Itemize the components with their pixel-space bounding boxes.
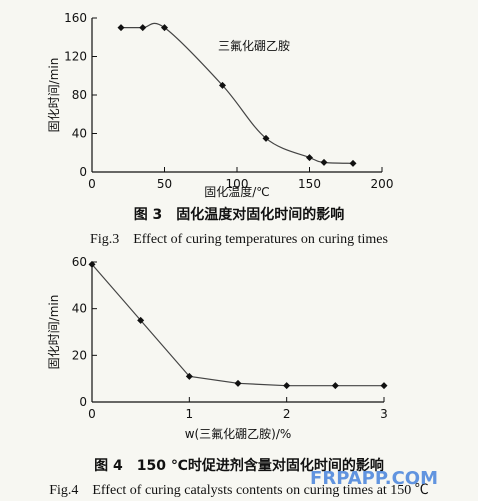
fig3-data-point <box>349 159 357 167</box>
fig3-series-label: 三氟化硼乙胺 <box>218 39 290 53</box>
fig3-caption-cn: 图 3 固化温度对固化时间的影响 <box>133 207 345 223</box>
fig3-y-tick-label: 120 <box>64 50 87 64</box>
fig3-data-point <box>320 158 328 166</box>
fig3-y-tick-label: 40 <box>72 127 87 141</box>
fig3-x-tick-label: 150 <box>298 177 321 191</box>
fig4-x-axis-label: w(三氟化硼乙胺)/% <box>185 427 292 441</box>
fig4-x-tick-label: 1 <box>186 407 194 421</box>
fig4-data-point <box>283 382 291 390</box>
fig3-x-tick-label: 50 <box>157 177 172 191</box>
fig3-y-axis-label: 固化时间/min <box>47 58 61 133</box>
fig4-data-point <box>88 260 96 268</box>
fig4-data-point <box>185 372 193 380</box>
fig4-data-point <box>234 379 242 387</box>
watermark: FRPAPP.COM <box>310 468 438 489</box>
fig3-x-tick-label: 0 <box>88 177 96 191</box>
fig4-y-tick-label: 20 <box>72 348 87 362</box>
fig4-caption-en: Fig.4 Effect of curing catalysts content… <box>49 483 429 498</box>
fig3-x-tick-label: 200 <box>371 177 394 191</box>
fig3-data-point <box>219 81 226 89</box>
fig4-series-line <box>91 263 384 387</box>
fig3-data-point <box>161 24 168 32</box>
fig3-x-tick-label: 100 <box>226 177 249 191</box>
fig3-data-point <box>117 24 125 32</box>
fig3-data-point <box>139 24 147 32</box>
fig3-x-axis-label: 固化温度/℃ <box>204 184 270 199</box>
fig4-x-tick-label: 2 <box>283 407 291 421</box>
fig3-data-point <box>262 134 270 142</box>
fig3-y-tick-label: 80 <box>72 88 87 102</box>
fig4-x-tick-label: 0 <box>88 407 96 421</box>
fig4-y-tick-label: 40 <box>72 302 87 316</box>
fig3-y-tick-label: 0 <box>79 165 87 179</box>
fig3-y-tick-label: 160 <box>64 11 87 25</box>
fig4-data-point <box>380 382 388 390</box>
fig4-caption-cn: 图 4 150 ℃时促进剂含量对固化时间的影响 <box>94 458 384 474</box>
fig4-data-point <box>137 316 145 324</box>
fig3-data-point <box>306 154 313 162</box>
fig4-y-axis-label: 固化时间/min <box>47 295 61 370</box>
fig4-y-tick-label: 60 <box>72 255 87 269</box>
fig4-data-point <box>331 382 339 390</box>
fig3-caption-en: Fig.3 Effect of curing temperatures on c… <box>90 232 388 247</box>
fig4-y-tick-label: 0 <box>79 395 87 409</box>
fig4-x-tick-label: 3 <box>380 407 388 421</box>
